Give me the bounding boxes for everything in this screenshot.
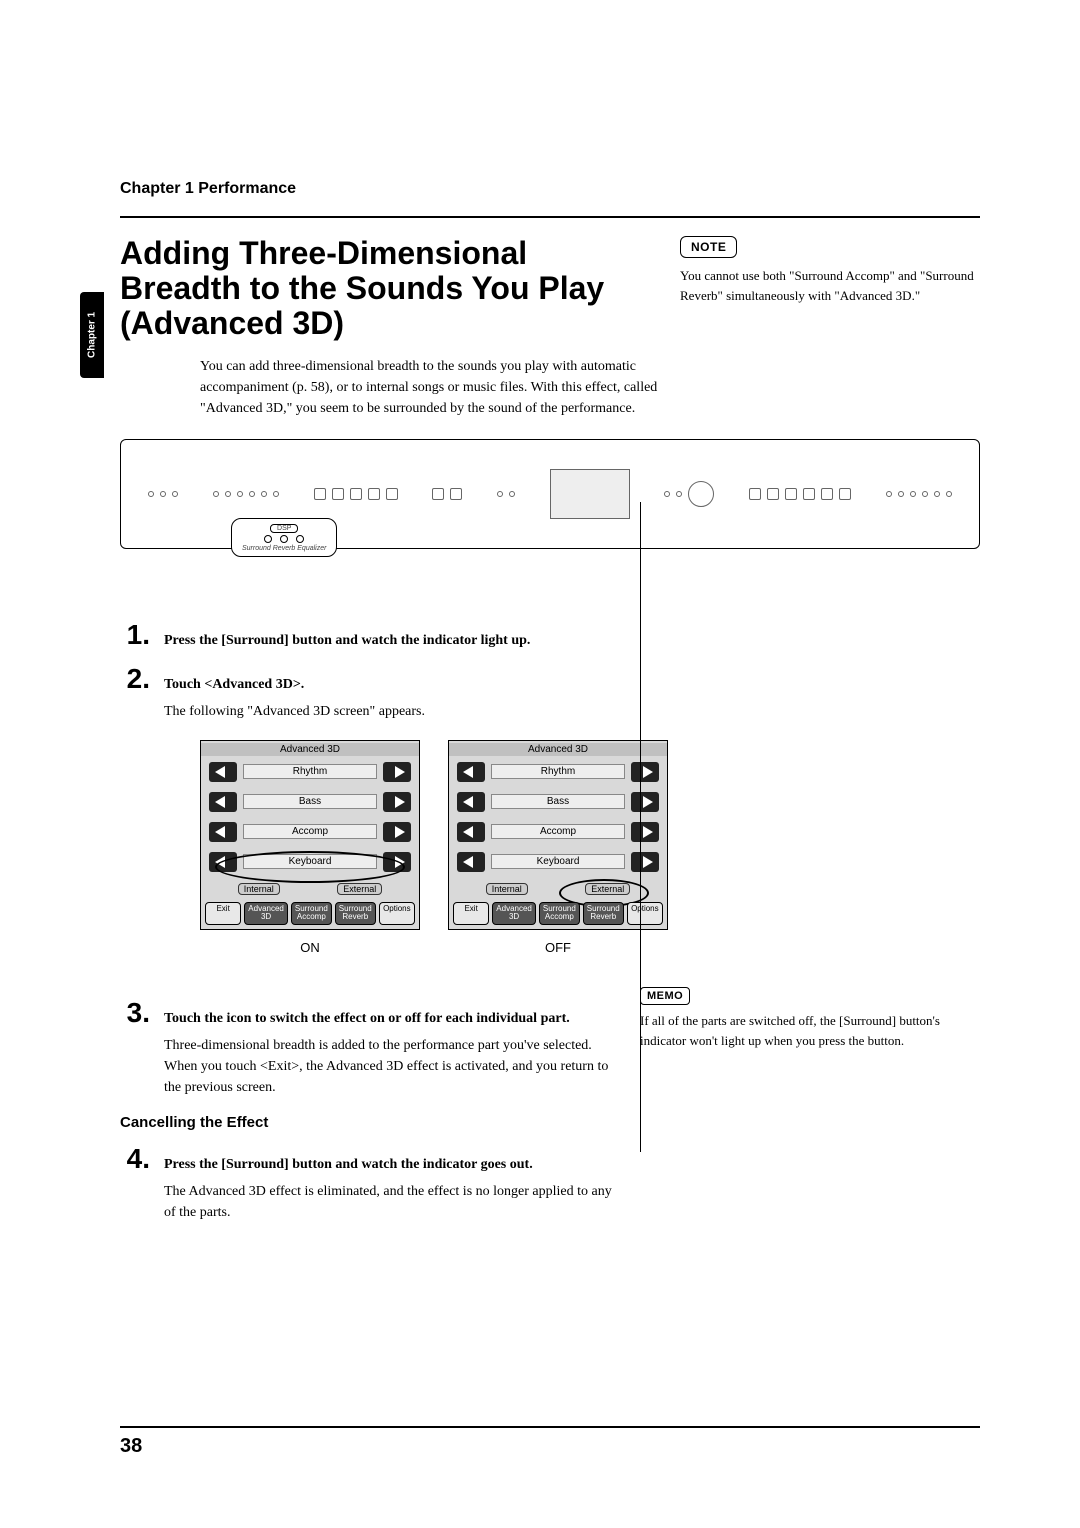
caption-on: ON xyxy=(200,940,420,955)
page-number: 38 xyxy=(120,1435,142,1458)
screen-title: Advanced 3D xyxy=(201,743,419,756)
arrow-right-icon[interactable] xyxy=(631,762,659,782)
step-2-lead: Touch <Advanced 3D>. xyxy=(164,674,980,695)
step-1: 1 Press the [Surround] button and watch … xyxy=(120,619,980,651)
vertical-divider xyxy=(640,502,641,1152)
part-bass[interactable]: Bass xyxy=(243,794,377,809)
part-keyboard[interactable]: Keyboard xyxy=(243,854,377,869)
note-block: NOTE You cannot use both "Surround Accom… xyxy=(680,236,980,305)
toggle-external[interactable]: External xyxy=(337,883,382,895)
dsp-top-label: DSP xyxy=(270,524,298,533)
steps: 1 Press the [Surround] button and watch … xyxy=(120,619,980,722)
memo-text: If all of the parts are switched off, th… xyxy=(640,1011,960,1050)
arrow-left-icon[interactable] xyxy=(457,762,485,782)
page-content: Chapter 1 Performance Adding Three-Dimen… xyxy=(120,180,980,1223)
bottom-rule xyxy=(120,1426,980,1428)
arrow-left-icon[interactable] xyxy=(209,852,237,872)
caption-off: OFF xyxy=(448,940,668,955)
step-number: 2 xyxy=(120,663,150,695)
arrow-left-icon[interactable] xyxy=(457,792,485,812)
step-number: 4 xyxy=(120,1143,150,1175)
step-number: 3 xyxy=(120,997,150,1029)
tab-surround-reverb[interactable]: Surround Reverb xyxy=(583,902,624,925)
screen-title: Advanced 3D xyxy=(449,743,667,756)
heading-row: Adding Three-Dimensional Breadth to the … xyxy=(120,236,980,342)
arrow-left-icon[interactable] xyxy=(457,852,485,872)
arrow-right-icon[interactable] xyxy=(631,852,659,872)
step-3: 3 Touch the icon to switch the effect on… xyxy=(120,997,620,1098)
cancel-heading: Cancelling the Effect xyxy=(120,1114,620,1131)
step-1-lead: Press the [Surround] button and watch th… xyxy=(164,630,980,651)
tab-exit[interactable]: Exit xyxy=(205,902,241,925)
step-number: 1 xyxy=(120,619,150,651)
step-2: 2 Touch <Advanced 3D>. The following "Ad… xyxy=(120,663,980,722)
toggle-internal[interactable]: Internal xyxy=(238,883,280,895)
screen-on-image: Advanced 3D Rhythm Bass Accomp xyxy=(200,740,420,930)
tab-advanced-3d[interactable]: Advanced 3D xyxy=(244,902,288,925)
dsp-callout-box: DSP Surround Reverb Equalizer xyxy=(231,518,337,557)
memo-block: MEMO If all of the parts are switched of… xyxy=(640,985,960,1223)
note-text: You cannot use both "Surround Accomp" an… xyxy=(680,266,980,305)
hardware-panel-diagram: DSP Surround Reverb Equalizer xyxy=(120,439,980,549)
tab-advanced-3d[interactable]: Advanced 3D xyxy=(492,902,536,925)
screen-off-image: Advanced 3D Rhythm Bass Accomp xyxy=(448,740,668,930)
step-4: 4 Press the [Surround] button and watch … xyxy=(120,1143,620,1223)
screens-row: Advanced 3D Rhythm Bass Accomp xyxy=(200,740,980,955)
part-accomp[interactable]: Accomp xyxy=(491,824,625,839)
arrow-left-icon[interactable] xyxy=(209,822,237,842)
arrow-right-icon[interactable] xyxy=(383,822,411,842)
lcd-placeholder xyxy=(550,469,630,519)
step-3-lead: Touch the icon to switch the effect on o… xyxy=(164,1008,620,1029)
arrow-right-icon[interactable] xyxy=(383,792,411,812)
note-badge: NOTE xyxy=(680,236,737,258)
lower-section: 3 Touch the icon to switch the effect on… xyxy=(120,985,980,1223)
step-4-lead: Press the [Surround] button and watch th… xyxy=(164,1154,620,1175)
chapter-heading: Chapter 1 Performance xyxy=(120,180,980,198)
tab-options[interactable]: Options xyxy=(627,902,663,925)
screen-on: Advanced 3D Rhythm Bass Accomp xyxy=(200,740,420,955)
arrow-left-icon[interactable] xyxy=(209,762,237,782)
toggle-internal[interactable]: Internal xyxy=(486,883,528,895)
tab-surround-accomp[interactable]: Surround Accomp xyxy=(539,902,580,925)
tab-exit[interactable]: Exit xyxy=(453,902,489,925)
part-keyboard[interactable]: Keyboard xyxy=(491,854,625,869)
arrow-right-icon[interactable] xyxy=(631,792,659,812)
part-rhythm[interactable]: Rhythm xyxy=(491,764,625,779)
part-bass[interactable]: Bass xyxy=(491,794,625,809)
arrow-right-icon[interactable] xyxy=(383,762,411,782)
arrow-right-icon[interactable] xyxy=(383,852,411,872)
dsp-labels: Surround Reverb Equalizer xyxy=(242,545,326,552)
step-4-sub: The Advanced 3D effect is eliminated, an… xyxy=(164,1181,620,1223)
memo-badge: MEMO xyxy=(640,987,690,1006)
toggle-external[interactable]: External xyxy=(585,883,630,895)
tab-surround-reverb[interactable]: Surround Reverb xyxy=(335,902,376,925)
arrow-right-icon[interactable] xyxy=(631,822,659,842)
tab-surround-accomp[interactable]: Surround Accomp xyxy=(291,902,332,925)
part-accomp[interactable]: Accomp xyxy=(243,824,377,839)
screen-off: Advanced 3D Rhythm Bass Accomp xyxy=(448,740,668,955)
step-2-sub: The following "Advanced 3D screen" appea… xyxy=(164,701,980,722)
intro-paragraph: You can add three-dimensional breadth to… xyxy=(200,356,680,419)
tab-options[interactable]: Options xyxy=(379,902,415,925)
top-rule xyxy=(120,216,980,218)
arrow-left-icon[interactable] xyxy=(209,792,237,812)
arrow-left-icon[interactable] xyxy=(457,822,485,842)
step-3-sub: Three-dimensional breadth is added to th… xyxy=(164,1035,620,1098)
part-rhythm[interactable]: Rhythm xyxy=(243,764,377,779)
side-chapter-tab: Chapter 1 xyxy=(80,292,104,378)
page-title: Adding Three-Dimensional Breadth to the … xyxy=(120,236,640,342)
